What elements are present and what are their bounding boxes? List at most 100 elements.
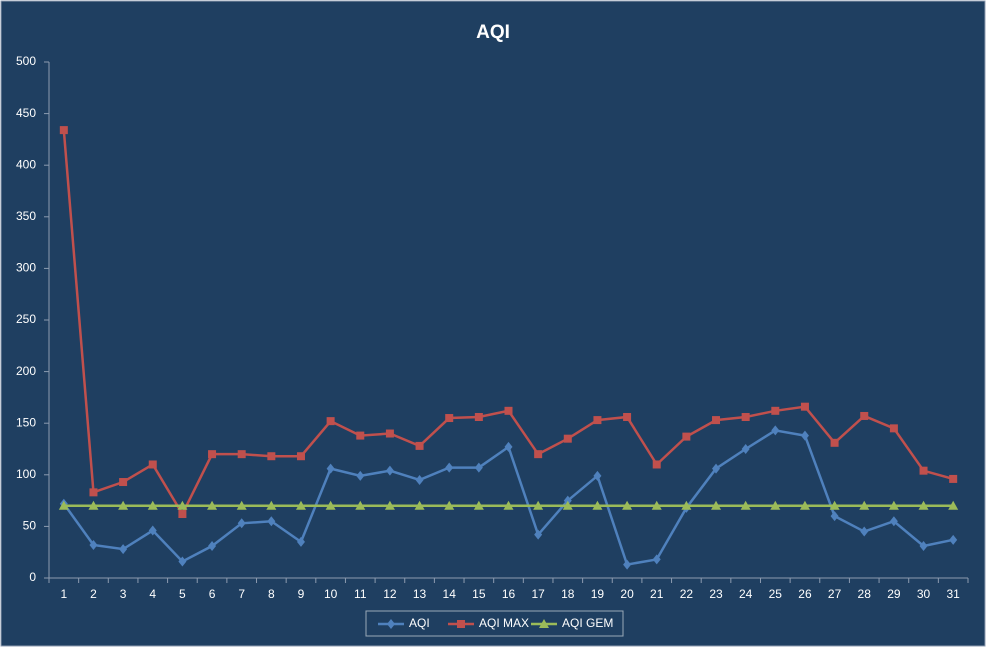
- data-point: [622, 500, 633, 510]
- data-point: [325, 500, 336, 510]
- y-tick-label: 150: [16, 415, 36, 429]
- data-point: [948, 500, 959, 510]
- x-tick-label: 6: [209, 587, 216, 601]
- data-point: [118, 500, 129, 510]
- data-point: [59, 126, 68, 135]
- data-point: [562, 500, 573, 510]
- y-tick-label: 350: [16, 209, 36, 223]
- data-point: [888, 500, 899, 510]
- data-point: [415, 441, 424, 450]
- data-point: [860, 526, 869, 537]
- data-point: [89, 488, 98, 497]
- x-tick-label: 27: [828, 587, 842, 601]
- data-point: [830, 511, 839, 522]
- data-point: [593, 416, 602, 425]
- data-point: [652, 460, 661, 469]
- data-point: [326, 463, 335, 474]
- data-point: [711, 500, 722, 510]
- data-point: [415, 474, 424, 485]
- data-point: [919, 466, 928, 475]
- data-point: [267, 452, 276, 461]
- data-point: [919, 541, 928, 552]
- legend-marker: [387, 619, 395, 629]
- data-point: [473, 500, 484, 510]
- data-point: [148, 525, 157, 536]
- data-point: [385, 465, 394, 476]
- data-point: [474, 413, 483, 422]
- legend-label: AQI MAX: [479, 616, 529, 630]
- x-tick-label: 9: [298, 587, 305, 601]
- data-point: [800, 402, 809, 411]
- x-tick-label: 3: [120, 587, 127, 601]
- data-point: [414, 500, 425, 510]
- data-point: [119, 544, 128, 555]
- x-tick-label: 4: [149, 587, 156, 601]
- data-point: [533, 500, 544, 510]
- data-point: [237, 450, 246, 459]
- x-tick-label: 17: [531, 587, 545, 601]
- y-tick-label: 300: [16, 261, 36, 275]
- data-point: [859, 500, 870, 510]
- data-point: [178, 510, 187, 519]
- data-point: [58, 500, 69, 510]
- data-point: [534, 450, 543, 459]
- x-tick-label: 11: [354, 587, 367, 601]
- data-point: [799, 500, 810, 510]
- data-point: [918, 500, 929, 510]
- data-point: [623, 559, 632, 570]
- data-point: [178, 556, 187, 567]
- x-tick-label: 21: [650, 587, 664, 601]
- data-point: [741, 413, 750, 422]
- data-point: [384, 500, 395, 510]
- data-point: [889, 424, 898, 433]
- data-point: [829, 500, 840, 510]
- data-point: [177, 500, 188, 510]
- data-point: [356, 470, 365, 481]
- y-tick-label: 400: [16, 157, 36, 171]
- x-tick-label: 14: [443, 587, 457, 601]
- data-point: [355, 500, 366, 510]
- x-tick-label: 19: [591, 587, 605, 601]
- x-tick-label: 18: [561, 587, 575, 601]
- data-point: [207, 500, 218, 510]
- data-point: [652, 554, 661, 565]
- x-tick-label: 1: [60, 587, 67, 601]
- x-tick-label: 30: [917, 587, 931, 601]
- data-point: [593, 470, 602, 481]
- data-point: [740, 500, 751, 510]
- data-point: [563, 434, 572, 443]
- x-tick-label: 26: [798, 587, 812, 601]
- legend-label: AQI GEM: [562, 616, 613, 630]
- data-point: [681, 500, 692, 510]
- data-point: [504, 406, 513, 415]
- x-tick-label: 24: [739, 587, 753, 601]
- x-tick-label: 29: [887, 587, 901, 601]
- x-tick-label: 20: [620, 587, 634, 601]
- data-point: [119, 478, 128, 487]
- y-tick-label: 500: [16, 54, 36, 68]
- legend-marker: [457, 620, 465, 628]
- x-tick-label: 7: [238, 587, 245, 601]
- data-point: [208, 541, 217, 552]
- data-point: [445, 462, 454, 473]
- data-point: [148, 460, 157, 469]
- chart-title: AQI: [476, 22, 510, 43]
- data-point: [208, 450, 217, 459]
- legend-label: AQI: [409, 616, 430, 630]
- data-point: [89, 539, 98, 550]
- data-point: [770, 500, 781, 510]
- x-tick-label: 22: [680, 587, 694, 601]
- x-tick-label: 15: [472, 587, 486, 601]
- data-point: [800, 430, 809, 441]
- x-tick-label: 25: [769, 587, 783, 601]
- data-point: [563, 495, 572, 506]
- data-point: [504, 441, 513, 452]
- data-point: [860, 411, 869, 420]
- data-point: [771, 425, 780, 436]
- data-point: [623, 413, 632, 422]
- data-point: [88, 500, 99, 510]
- x-tick-label: 5: [179, 587, 186, 601]
- y-tick-label: 250: [16, 312, 36, 326]
